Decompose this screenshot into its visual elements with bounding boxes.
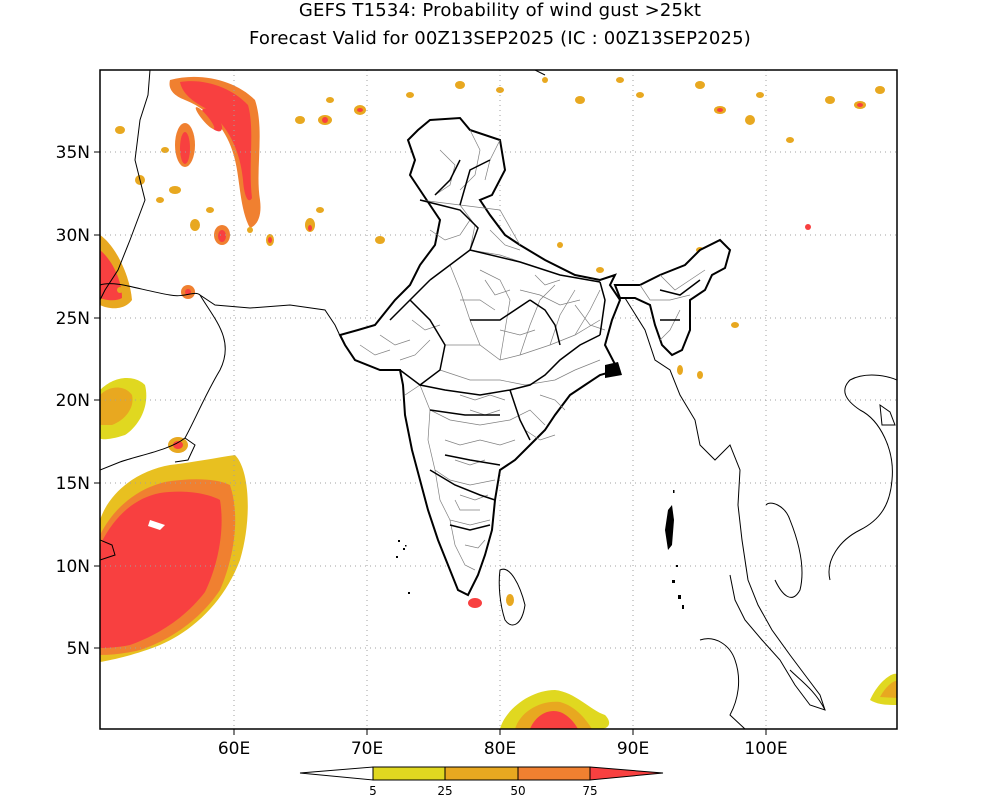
lat-tick-label: 10N [56, 557, 90, 577]
latitude-axis: 35N 30N 25N 20N 15N 10N 5N [56, 143, 100, 659]
arabian-sea-gust-area-max [100, 491, 222, 648]
india-map [338, 116, 732, 609]
state-boundaries [389, 159, 701, 531]
northeast-india-outline [613, 238, 732, 357]
colorbar-label: 5 [369, 784, 377, 798]
lat-tick-label: 5N [66, 639, 90, 659]
colorbar-bin-25-50 [444, 766, 519, 781]
lon-tick-label: 90E [617, 739, 649, 759]
colorbar-high-arrow [589, 766, 664, 781]
chart-subtitle: Forecast Valid for 00Z13SEP2025 (IC : 00… [248, 28, 751, 49]
lon-tick-label: 80E [484, 739, 516, 759]
longitude-axis: 60E 70E 80E 90E 100E [218, 729, 788, 759]
lon-tick-label: 60E [218, 739, 250, 759]
chart-title: GEFS T1534: Probability of wind gust >25… [298, 0, 702, 21]
lat-tick-label: 15N [56, 474, 90, 494]
lon-tick-label: 100E [744, 739, 787, 759]
colorbar: 5 25 50 75 [299, 766, 664, 798]
andaman-nicobar-islands [665, 490, 684, 609]
colorbar-label: 75 [582, 784, 597, 798]
colorbar-bin-5-25 [372, 766, 446, 781]
lat-tick-label: 25N [56, 309, 90, 329]
india-country-outline [338, 116, 622, 597]
lakshadweep-islands [396, 540, 410, 594]
colorbar-label: 50 [510, 784, 525, 798]
sundarbans-delta [605, 362, 622, 378]
coastlines [100, 70, 897, 729]
lat-tick-label: 35N [56, 143, 90, 163]
colorbar-low-arrow [299, 766, 374, 781]
lon-tick-label: 70E [351, 739, 383, 759]
colorbar-bin-50-75 [517, 766, 591, 781]
lat-tick-label: 30N [56, 226, 90, 246]
lat-tick-label: 20N [56, 391, 90, 411]
colorbar-label: 25 [437, 784, 452, 798]
scattered-gust-cells-high [268, 103, 863, 608]
